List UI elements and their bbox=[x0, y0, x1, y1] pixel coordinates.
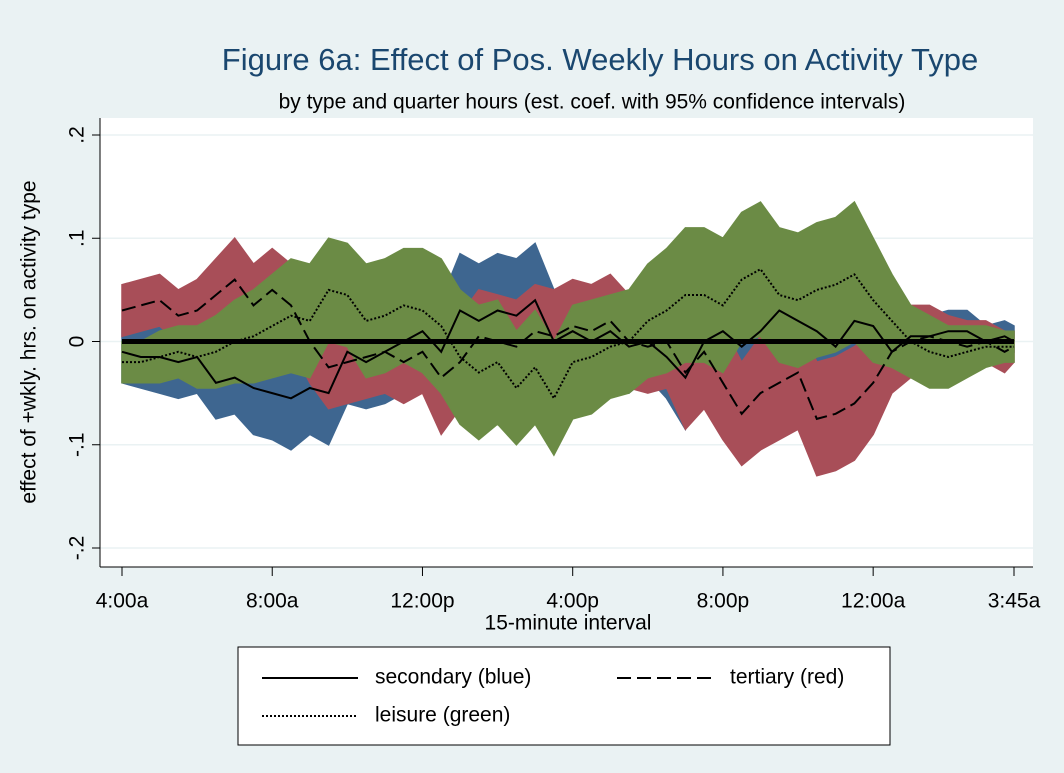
series-line bbox=[122, 267, 1014, 401]
y-axis-title: effect of +wkly. hrs. on activity type bbox=[18, 180, 41, 503]
y-tick-label: .2 bbox=[66, 126, 89, 144]
x-tick-label: 3:45a bbox=[988, 590, 1041, 613]
plot-layer: -.2 -.1 0 .1 .2 4:00a 8:00a 12:00p 4:00p 8:00p 12:… bbox=[66, 118, 1041, 727]
y-tick-label: 0 bbox=[66, 336, 89, 348]
legend bbox=[237, 646, 891, 746]
legend-label: leisure (green) bbox=[375, 704, 510, 727]
chart-subtitle: by type and quarter hours (est. coef. wi… bbox=[279, 91, 906, 114]
y-tick-label: -.2 bbox=[66, 536, 89, 561]
series-line bbox=[121, 278, 1015, 421]
x-tick-label: 8:00p bbox=[697, 590, 750, 613]
legend-label: secondary (blue) bbox=[375, 666, 531, 689]
x-tick-label: 4:00a bbox=[96, 590, 149, 613]
series-line bbox=[121, 298, 1015, 400]
x-tick-label: 12:00a bbox=[841, 590, 906, 613]
chart-title: Figure 6a: Effect of Pos. Weekly Hours o… bbox=[222, 42, 978, 77]
x-axis-title: 15-minute interval bbox=[485, 612, 652, 635]
y-tick-label: -.1 bbox=[66, 432, 89, 457]
x-tick-label: 4:00p bbox=[546, 590, 599, 613]
y-tick-label: .1 bbox=[66, 229, 89, 247]
x-tick-label: 12:00p bbox=[390, 590, 454, 613]
legend-label: tertiary (red) bbox=[730, 666, 844, 689]
x-tick-label: 8:00a bbox=[246, 590, 299, 613]
